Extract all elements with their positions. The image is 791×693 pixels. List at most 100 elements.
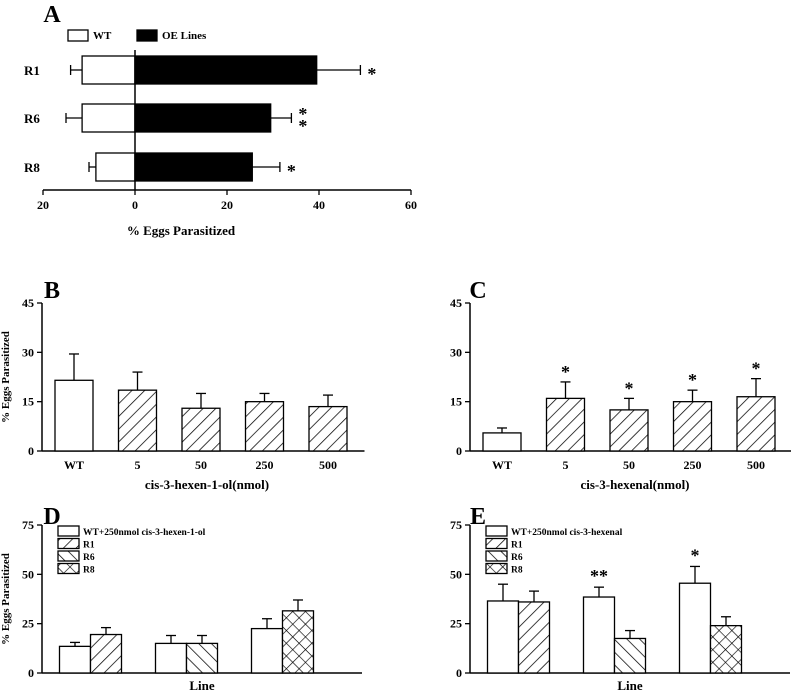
a-tick-label-0: 20 <box>37 198 49 212</box>
B-ytick-label-0: 0 <box>28 444 34 458</box>
E-legend-label-0: WT+250nmol cis-3-hexenal <box>511 528 623 538</box>
E-ytick-label-3: 75 <box>450 518 462 532</box>
panel-label-e: E <box>470 504 486 530</box>
E-bar-wt-r1 <box>486 600 520 674</box>
B-ytick-label-1: 15 <box>22 395 34 409</box>
C-ytick-label-3: 45 <box>450 296 462 310</box>
row-label-r1: R1 <box>24 63 40 78</box>
B-category-5: 5 <box>135 458 141 472</box>
bar-wt-r8 <box>95 152 136 182</box>
row-label-r6: R6 <box>24 111 40 126</box>
C-sig-5: * <box>561 362 570 382</box>
E-sig-r6: ** <box>590 566 608 586</box>
E-legend-swatch-3 <box>485 562 508 575</box>
B-bar-50 <box>181 407 221 452</box>
row-label-r8: R8 <box>24 160 40 175</box>
C-bar-250 <box>672 401 713 452</box>
B-bar-250 <box>244 401 285 452</box>
D-legend-label-0: WT+250nmol cis-3-hexen-1-ol <box>83 528 206 538</box>
E-ytick-label-2: 50 <box>450 567 462 581</box>
legend-swatch-wt <box>67 29 89 42</box>
C-sig-500: * <box>752 359 761 379</box>
B-category-500: 500 <box>319 458 337 472</box>
C-ytick-label-1: 15 <box>450 395 462 409</box>
E-sig-r8: * <box>691 545 700 565</box>
E-bar-r8 <box>709 624 743 674</box>
bar-oe-r1 <box>134 55 318 85</box>
B-category-250: 250 <box>256 458 274 472</box>
C-sig-250: * <box>688 370 697 390</box>
B-ytick-label-2: 30 <box>22 345 34 359</box>
D-ytick-label-2: 50 <box>22 567 34 581</box>
panel-label-d: D <box>43 504 60 530</box>
B-ytick-label-3: 45 <box>22 296 34 310</box>
D-legend-swatch-0 <box>57 525 80 537</box>
C-bar-wt <box>482 432 522 452</box>
sig-r8: * <box>287 161 296 181</box>
bar-wt-r1 <box>81 55 136 85</box>
E-bar-wt-r6 <box>582 596 616 674</box>
panel-label-b: B <box>44 278 60 304</box>
C-ytick-label-0: 0 <box>456 444 462 458</box>
C-category-250: 250 <box>684 458 702 472</box>
B-bar-5 <box>117 389 158 452</box>
D-bar-r6 <box>185 642 219 674</box>
E-ytick-label-1: 25 <box>450 617 462 631</box>
a-tick-label-3: 40 <box>313 198 325 212</box>
D-legend-label-3: R8 <box>83 566 95 576</box>
a-tick-label-4: 60 <box>405 198 417 212</box>
sig-r6-1: * <box>298 104 307 124</box>
E-legend-swatch-2 <box>485 550 508 562</box>
D-y-axis-label: % Eggs Parasitized <box>0 553 12 645</box>
C-category-500: 500 <box>747 458 765 472</box>
E-bar-wt-r8 <box>678 582 712 674</box>
E-legend-label-2: R6 <box>511 553 523 563</box>
B-category-wt: WT <box>64 458 84 472</box>
D-legend-label-1: R1 <box>83 541 95 551</box>
D-ytick-label-0: 0 <box>28 666 34 680</box>
sig-r1: * <box>367 64 376 84</box>
bar-oe-r8 <box>134 152 253 182</box>
sig-r6-2: * <box>298 116 307 136</box>
B-y-axis-label: % Eggs Parasitized <box>0 331 12 423</box>
panel-label-a: A <box>43 2 61 28</box>
B-category-50: 50 <box>195 458 207 472</box>
D-legend-swatch-2 <box>57 550 80 562</box>
a-tick-label-1: 0 <box>132 198 138 212</box>
B-x-axis-label: cis-3-hexen-1-ol(nmol) <box>145 477 269 492</box>
B-bar-wt <box>54 379 94 452</box>
C-bar-500 <box>736 396 776 452</box>
D-bar-r1 <box>89 633 123 674</box>
C-x-axis-label: cis-3-hexenal(nmol) <box>580 477 689 492</box>
E-x-axis-label: Line <box>617 678 643 693</box>
D-legend-label-2: R6 <box>83 553 95 563</box>
D-bar-wt-r1 <box>58 645 92 674</box>
E-legend-label-1: R1 <box>511 541 523 551</box>
legend-label-wt: WT <box>93 30 112 42</box>
B-bar-500 <box>308 405 348 452</box>
bar-oe-r6 <box>134 103 272 133</box>
E-legend-swatch-0 <box>485 525 508 537</box>
D-bar-r8 <box>281 610 315 674</box>
C-bar-50 <box>609 409 649 452</box>
E-bar-r6 <box>613 637 647 674</box>
C-sig-50: * <box>625 378 634 398</box>
E-legend-label-3: R8 <box>511 566 523 576</box>
D-ytick-label-3: 75 <box>22 518 34 532</box>
E-bar-r1 <box>517 601 551 674</box>
C-bar-5 <box>545 397 586 452</box>
C-category-wt: WT <box>492 458 512 472</box>
D-bar-wt-r8 <box>250 627 284 674</box>
C-ytick-label-2: 30 <box>450 345 462 359</box>
D-bar-wt-r6 <box>154 642 188 674</box>
E-legend-swatch-1 <box>485 537 508 550</box>
D-legend-swatch-1 <box>57 537 80 550</box>
a-x-axis-label: % Eggs Parasitized <box>127 223 236 238</box>
D-x-axis-label: Line <box>189 678 215 693</box>
C-category-50: 50 <box>623 458 635 472</box>
D-legend-swatch-3 <box>57 562 80 575</box>
D-ytick-label-1: 25 <box>22 617 34 631</box>
bar-wt-r6 <box>81 103 136 133</box>
C-category-5: 5 <box>563 458 569 472</box>
